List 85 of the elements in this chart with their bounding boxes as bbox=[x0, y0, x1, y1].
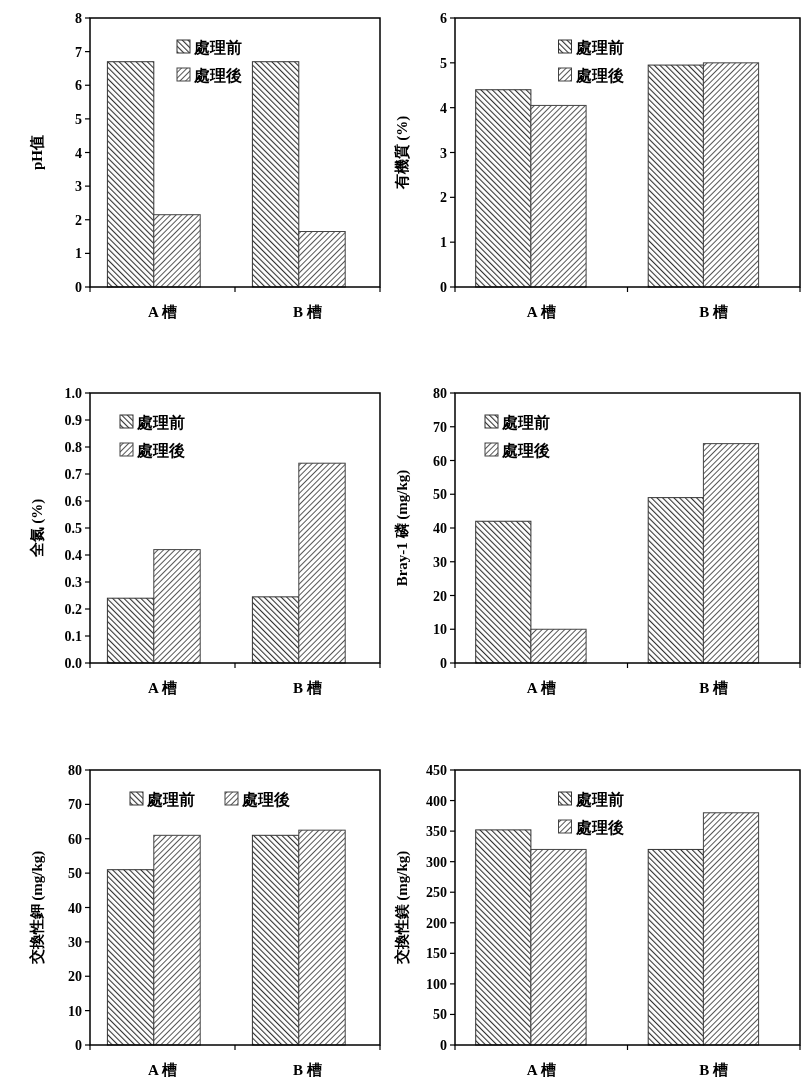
y-tick-label: 0.8 bbox=[64, 440, 82, 455]
y-tick-label: 400 bbox=[426, 793, 447, 809]
y-axis-title: pH值 bbox=[29, 134, 45, 171]
y-axis-title: 全氮 (%) bbox=[29, 498, 46, 559]
y-tick-label: 80 bbox=[68, 763, 82, 778]
y-tick-label: 0.0 bbox=[64, 656, 82, 671]
y-tick-label: 0 bbox=[440, 280, 447, 295]
y-tick-label: 10 bbox=[68, 1003, 82, 1019]
legend-label: 處理後 bbox=[574, 819, 624, 836]
y-tick-label: 6 bbox=[440, 11, 447, 26]
y-tick-label: 300 bbox=[426, 854, 447, 870]
y-tick-label: 0 bbox=[75, 280, 82, 295]
legend-label: 處理前 bbox=[193, 39, 242, 56]
y-tick-label: 30 bbox=[68, 934, 82, 950]
y-tick-label: 8 bbox=[75, 11, 82, 26]
legend-label: 處理前 bbox=[501, 414, 550, 431]
y-tick-label: 4 bbox=[75, 145, 82, 161]
y-tick-label: 0 bbox=[440, 1038, 447, 1053]
y-tick-label: 2 bbox=[440, 190, 447, 206]
x-tick-label: A 槽 bbox=[526, 1062, 556, 1078]
y-tick-label: 350 bbox=[426, 824, 447, 840]
y-tick-label: 70 bbox=[68, 797, 82, 813]
y-tick-label: 20 bbox=[433, 588, 447, 604]
y-tick-label: 80 bbox=[433, 386, 447, 401]
y-tick-label: 30 bbox=[433, 554, 447, 570]
y-tick-label: 2 bbox=[75, 212, 82, 228]
x-tick-label: A 槽 bbox=[148, 680, 177, 696]
y-tick-label: 0.2 bbox=[64, 602, 82, 617]
y-tick-label: 60 bbox=[68, 831, 82, 847]
y-tick-label: 0 bbox=[75, 1038, 82, 1053]
y-tick-label: 50 bbox=[68, 866, 82, 882]
x-tick-label: A 槽 bbox=[526, 304, 556, 320]
y-tick-label: 6 bbox=[75, 78, 82, 94]
y-tick-label: 20 bbox=[68, 969, 82, 985]
x-tick-label: B 槽 bbox=[699, 304, 729, 320]
y-tick-label: 150 bbox=[426, 946, 447, 962]
y-tick-label: 0.7 bbox=[64, 467, 82, 482]
legend-label: 處理後 bbox=[193, 67, 242, 84]
y-tick-label: 100 bbox=[426, 976, 447, 992]
y-tick-label: 70 bbox=[433, 419, 447, 435]
y-tick-label: 40 bbox=[68, 900, 82, 916]
y-tick-label: 40 bbox=[433, 521, 447, 536]
y-tick-label: 1.0 bbox=[64, 386, 82, 401]
legend-label: 處理後 bbox=[136, 442, 185, 459]
y-tick-label: 50 bbox=[433, 1007, 447, 1023]
y-tick-label: 7 bbox=[75, 44, 82, 60]
y-tick-label: 0.9 bbox=[64, 413, 82, 428]
y-tick-label: 0.3 bbox=[64, 575, 82, 590]
y-tick-label: 4 bbox=[440, 100, 447, 116]
y-tick-label: 1 bbox=[75, 246, 82, 262]
y-tick-label: 1 bbox=[440, 235, 447, 251]
x-tick-label: A 槽 bbox=[148, 1062, 177, 1078]
x-tick-label: A 槽 bbox=[148, 304, 177, 320]
legend-label: 處理前 bbox=[574, 791, 624, 808]
x-tick-label: B 槽 bbox=[699, 1062, 729, 1078]
y-tick-label: 3 bbox=[75, 179, 82, 195]
y-tick-label: 5 bbox=[75, 111, 82, 127]
x-tick-label: B 槽 bbox=[293, 1062, 322, 1078]
legend-label: 處理前 bbox=[146, 791, 195, 808]
legend-label: 處理後 bbox=[574, 67, 624, 84]
y-tick-label: 0.1 bbox=[64, 629, 82, 644]
y-tick-label: 50 bbox=[433, 487, 447, 503]
y-tick-label: 5 bbox=[440, 55, 447, 71]
y-tick-label: 200 bbox=[426, 915, 447, 931]
y-tick-label: 60 bbox=[433, 453, 447, 469]
legend-label: 處理後 bbox=[241, 791, 290, 808]
y-axis-title: Bray-1 磷 (mg/kg) bbox=[394, 469, 411, 587]
y-tick-label: 0.4 bbox=[64, 548, 82, 563]
y-axis-title: 交換性鉀 (mg/kg) bbox=[28, 850, 46, 966]
y-tick-label: 450 bbox=[426, 763, 447, 778]
y-tick-label: 250 bbox=[426, 885, 447, 901]
legend-label: 處理前 bbox=[574, 39, 624, 56]
y-axis-title: 有機質 (%) bbox=[393, 115, 411, 191]
x-tick-label: A 槽 bbox=[526, 680, 556, 696]
legend-label: 處理前 bbox=[136, 414, 185, 431]
x-tick-label: B 槽 bbox=[699, 680, 729, 696]
legend-label: 處理後 bbox=[501, 442, 550, 459]
y-tick-label: 10 bbox=[433, 622, 447, 638]
y-axis-title: 交換性鎂 (mg/kg) bbox=[393, 850, 411, 966]
y-tick-label: 0.5 bbox=[64, 521, 82, 536]
y-tick-label: 0.6 bbox=[64, 494, 82, 509]
y-tick-label: 3 bbox=[440, 145, 447, 161]
x-tick-label: B 槽 bbox=[293, 680, 322, 696]
y-tick-label: 0 bbox=[440, 656, 447, 671]
x-tick-label: B 槽 bbox=[293, 304, 322, 320]
